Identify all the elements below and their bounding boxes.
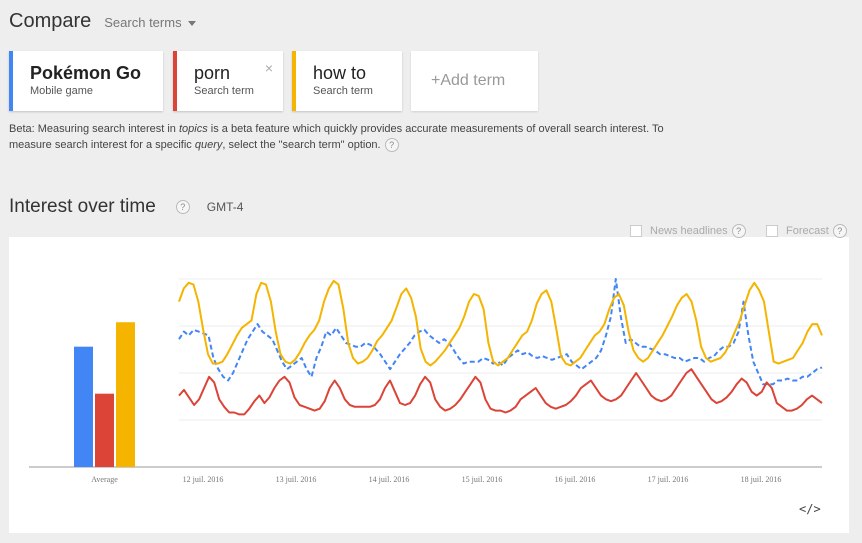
x-tick-label: 17 juil. 2016 [648,475,689,484]
compare-header: Compare Search terms [9,10,196,33]
news-checkbox[interactable] [630,225,642,237]
x-tick-label: 14 juil. 2016 [369,475,410,484]
x-tick-label: 16 juil. 2016 [555,475,596,484]
help-icon[interactable]: ? [175,200,190,214]
help-icon[interactable]: ? [731,224,746,238]
note-text: is a beta feature which quickly provides… [9,123,664,151]
x-tick-label: 15 juil. 2016 [462,475,503,484]
average-bar-3 [116,322,135,467]
interest-chart: Average 12 juil. 2016 13 juil. 2016 14 juil… [29,278,823,484]
term-type: Mobile game [30,85,93,97]
note-text: , select the "search term" option. [222,139,381,151]
page-title: Compare [9,10,92,32]
average-label: Average [91,475,118,484]
term-type: Search term [313,85,373,97]
term-card-how-to[interactable]: how to Search term [292,51,402,111]
x-tick-label: 12 juil. 2016 [183,475,224,484]
add-term-button[interactable]: +Add term [411,51,538,111]
add-term-label: +Add term [431,72,506,89]
beta-note: Beta: Measuring search interest in topic… [9,121,689,153]
dropdown-label: Search terms [104,15,182,30]
note-emphasis-topics: topics [178,123,208,135]
forecast-checkbox[interactable] [766,225,778,237]
series-line-2 [178,368,823,416]
term-name: how to [313,63,367,83]
note-emphasis-query: query [194,139,223,151]
help-icon[interactable]: ? [384,138,399,153]
x-tick-label: 13 juil. 2016 [276,475,317,484]
forecast-label: Forecast [786,225,829,237]
timezone-label: GMT-4 [206,200,244,214]
chart-panel: Average 12 juil. 2016 13 juil. 2016 14 juil… [9,237,849,533]
remove-term-icon[interactable]: × [264,60,273,76]
news-label: News headlines [650,225,728,237]
term-type: Search term [194,85,254,97]
section-title: Interest over time [9,196,156,217]
search-terms-dropdown[interactable]: Search terms [104,15,196,30]
average-bar-2 [95,393,114,467]
term-name: porn [194,63,231,83]
help-icon[interactable]: ? [832,224,847,238]
news-headlines-option[interactable]: News headlines? [630,224,746,238]
term-card-pokemon-go[interactable]: Pokémon Go Mobile game [9,51,163,111]
interest-over-time-header: Interest over time ? GMT-4 [9,196,243,218]
forecast-option[interactable]: Forecast? [766,224,847,238]
term-card-porn[interactable]: porn Search term × [173,51,283,111]
caret-down-icon [187,21,196,27]
term-name: Pokémon Go [30,63,142,83]
note-text: Beta: Measuring search interest in [9,123,179,135]
x-tick-label: 18 juil. 2016 [741,475,782,484]
average-bar-1 [74,346,93,467]
series-line-3 [178,279,823,367]
embed-code-icon[interactable]: </> [799,502,821,516]
